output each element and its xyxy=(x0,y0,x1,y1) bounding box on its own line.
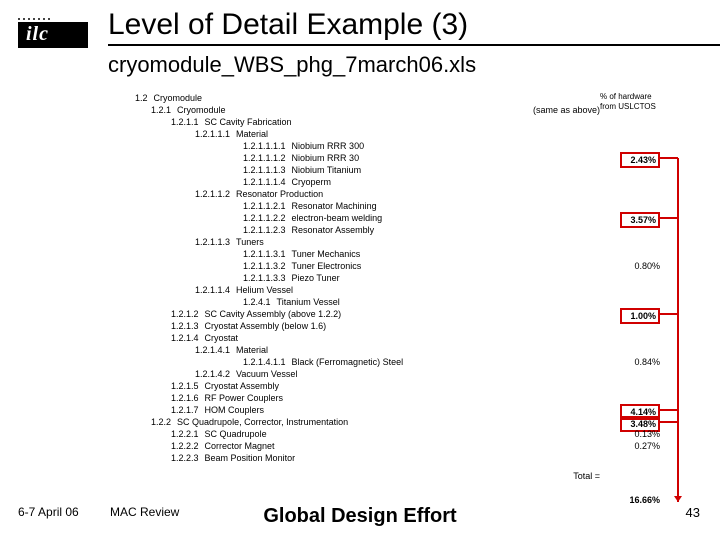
logo-text: ilc xyxy=(18,22,88,48)
table-row: 1.2.1.4.1.1Black (Ferromagnetic) Steel xyxy=(135,356,600,368)
table-row: 1.2.1Cryomodule(same as above) xyxy=(135,104,600,116)
percent-value: 1.00% xyxy=(620,308,660,324)
table-row: 1.2.2.3Beam Position Monitor xyxy=(135,452,600,464)
table-row: 1.2.1.4.2Vacuum Vessel xyxy=(135,368,600,380)
table-row: 1.2.1.1.1.4Cryoperm xyxy=(135,176,600,188)
table-row: 1.2.1.2SC Cavity Assembly (above 1.2.2) xyxy=(135,308,600,320)
page-number: 43 xyxy=(686,505,700,520)
table-row: 1.2.1.1.3.2Tuner Electronics xyxy=(135,260,600,272)
table-row: 1.2.1.1.1Material xyxy=(135,128,600,140)
table-row: 1.2.1.1.2Resonator Production xyxy=(135,188,600,200)
table-row: 1.2.1.3Cryostat Assembly (below 1.6) xyxy=(135,320,600,332)
percent-value: 0.80% xyxy=(620,260,660,272)
slide-subtitle: cryomodule_WBS_phg_7march06.xls xyxy=(108,52,700,78)
total-row: Total = xyxy=(135,470,600,482)
table-row: 1.2Cryomodule xyxy=(135,92,600,104)
table-row: 1.2.1.1.2.1Resonator Machining xyxy=(135,200,600,212)
wbs-table: 1.2Cryomodule1.2.1Cryomodule(same as abo… xyxy=(135,92,600,482)
table-row: 1.2.2.2Corrector Magnet xyxy=(135,440,600,452)
percent-value: 3.57% xyxy=(620,212,660,228)
table-row: 1.2.1.1.3.3Piezo Tuner xyxy=(135,272,600,284)
table-row: 1.2.1.1.3Tuners xyxy=(135,236,600,248)
footer-date: 6-7 April 06 xyxy=(18,505,79,519)
percent-value: 0.84% xyxy=(620,356,660,368)
table-row: 1.2.1.1.2.2electron-beam welding xyxy=(135,212,600,224)
footer-center: Global Design Effort xyxy=(0,505,720,528)
percent-column: % of hardware from USLCTOS 2.43% 3.57% 0.8… xyxy=(600,92,660,506)
table-row: 1.2.1.1SC Cavity Fabrication xyxy=(135,116,600,128)
table-row: 1.2.4.1Titanium Vessel xyxy=(135,296,600,308)
table-row: 1.2.1.1.2.3Resonator Assembly xyxy=(135,224,600,236)
percent-header: % of hardware from USLCTOS xyxy=(600,92,660,112)
footer: 6-7 April 06 MAC Review Global Design Ef… xyxy=(0,505,720,528)
table-row: 1.2.2SC Quadrupole, Corrector, Instrumen… xyxy=(135,416,600,428)
table-row: 1.2.1.4.1Material xyxy=(135,344,600,356)
table-row: 1.2.1.6RF Power Couplers xyxy=(135,392,600,404)
percent-value: 0.13% xyxy=(620,428,660,440)
table-row: 1.2.1.5Cryostat Assembly xyxy=(135,380,600,392)
percent-value: 0.27% xyxy=(620,440,660,452)
footer-review: MAC Review xyxy=(110,505,179,519)
table-row: 1.2.1.1.4Helium Vessel xyxy=(135,284,600,296)
table-row: 1.2.1.1.1.2Niobium RRR 30 xyxy=(135,152,600,164)
table-row: 1.2.1.1.1.3Niobium Titanium xyxy=(135,164,600,176)
table-row: 1.2.2.1SC Quadrupole xyxy=(135,428,600,440)
percent-value: 2.43% xyxy=(620,152,660,168)
table-row: 1.2.1.1.1.1Niobium RRR 300 xyxy=(135,140,600,152)
table-row: 1.2.1.1.3.1Tuner Mechanics xyxy=(135,248,600,260)
table-row: 1.2.1.4Cryostat xyxy=(135,332,600,344)
slide-title: Level of Detail Example (3) xyxy=(108,8,700,44)
ilc-logo: ilc xyxy=(18,18,88,54)
table-row: 1.2.1.7HOM Couplers xyxy=(135,404,600,416)
title-area: Level of Detail Example (3) cryomodule_W… xyxy=(108,8,700,78)
